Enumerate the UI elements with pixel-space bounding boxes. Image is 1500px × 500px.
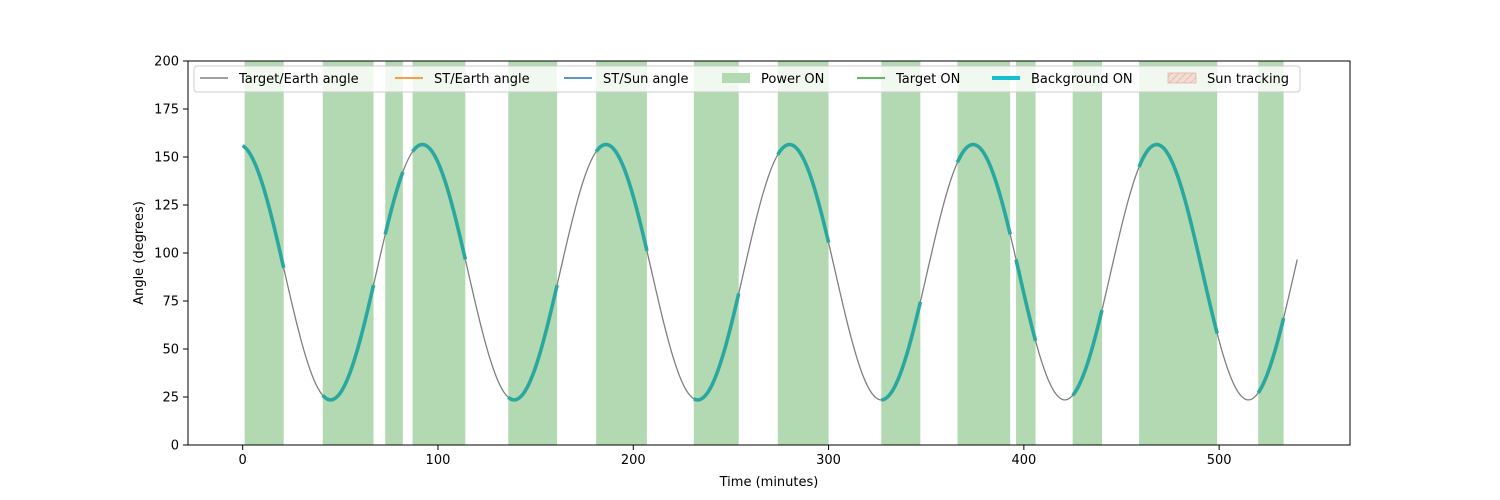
y-tick-label: 25: [162, 391, 179, 406]
legend-label: Power ON: [761, 72, 824, 87]
x-tick-label: 500: [1207, 453, 1232, 468]
legend-swatch-hatch: [1168, 73, 1196, 83]
legend-label: Target/Earth angle: [238, 72, 359, 87]
y-tick-label: 0: [171, 439, 179, 454]
power-on-span: [1072, 61, 1102, 445]
background-on-segment: [881, 301, 923, 402]
y-tick-label: 150: [154, 151, 179, 166]
x-axis-ticks: 0 100 200 300 400 500: [239, 445, 1232, 468]
power-on-span: [957, 61, 1011, 445]
background-on-segment: [321, 284, 376, 402]
power-on-layer: [244, 61, 1284, 445]
power-on-span: [777, 61, 829, 445]
power-on-span: [1016, 61, 1036, 445]
background-on-segment: [1256, 317, 1286, 394]
y-tick-label: 50: [162, 343, 179, 358]
legend-label: Background ON: [1031, 72, 1133, 87]
background-on-segment: [1014, 259, 1038, 342]
power-on-span: [508, 61, 558, 445]
x-tick-label: 400: [1011, 453, 1036, 468]
background-on-segment: [411, 142, 468, 260]
legend: Target/Earth angle ST/Earth angle ST/Sun a…: [193, 65, 1301, 93]
x-axis-label: Time (minutes): [719, 475, 819, 490]
legend-swatch: [722, 73, 750, 83]
x-tick-label: 300: [816, 453, 841, 468]
x-tick-label: 200: [621, 453, 646, 468]
background-on-segment: [383, 171, 405, 235]
background-on-segment: [594, 142, 649, 252]
x-tick-label: 0: [239, 453, 247, 468]
background-on-segment: [241, 144, 286, 269]
y-axis-ticks: 0 25 50 75 100 125 150 175 200: [154, 55, 188, 454]
y-tick-label: 175: [154, 103, 179, 118]
y-tick-label: 100: [154, 247, 179, 262]
background-on-segment: [507, 284, 559, 402]
power-on-span: [1258, 61, 1284, 445]
background-on-segment: [1137, 142, 1219, 335]
power-on-span: [322, 61, 374, 445]
legend-label: Target ON: [895, 72, 960, 87]
background-on-layer: [241, 142, 1286, 402]
y-axis-label: Angle (degrees): [132, 201, 147, 305]
legend-label: ST/Sun angle: [603, 72, 689, 87]
power-on-span: [244, 61, 284, 445]
power-on-span: [1139, 61, 1218, 445]
y-tick-label: 125: [154, 199, 179, 214]
background-on-segment: [776, 142, 831, 244]
power-on-span: [596, 61, 647, 445]
legend-label: Sun tracking: [1207, 72, 1289, 87]
power-on-span: [385, 61, 403, 445]
legend-label: ST/Earth angle: [434, 72, 530, 87]
y-tick-label: 200: [154, 55, 179, 70]
y-tick-label: 75: [162, 295, 179, 310]
power-on-span: [881, 61, 921, 445]
power-on-span: [412, 61, 466, 445]
background-on-segment: [955, 142, 1012, 235]
background-on-segment: [1071, 309, 1104, 397]
power-on-span: [693, 61, 739, 445]
x-tick-label: 100: [426, 453, 451, 468]
background-on-segment: [692, 293, 741, 402]
